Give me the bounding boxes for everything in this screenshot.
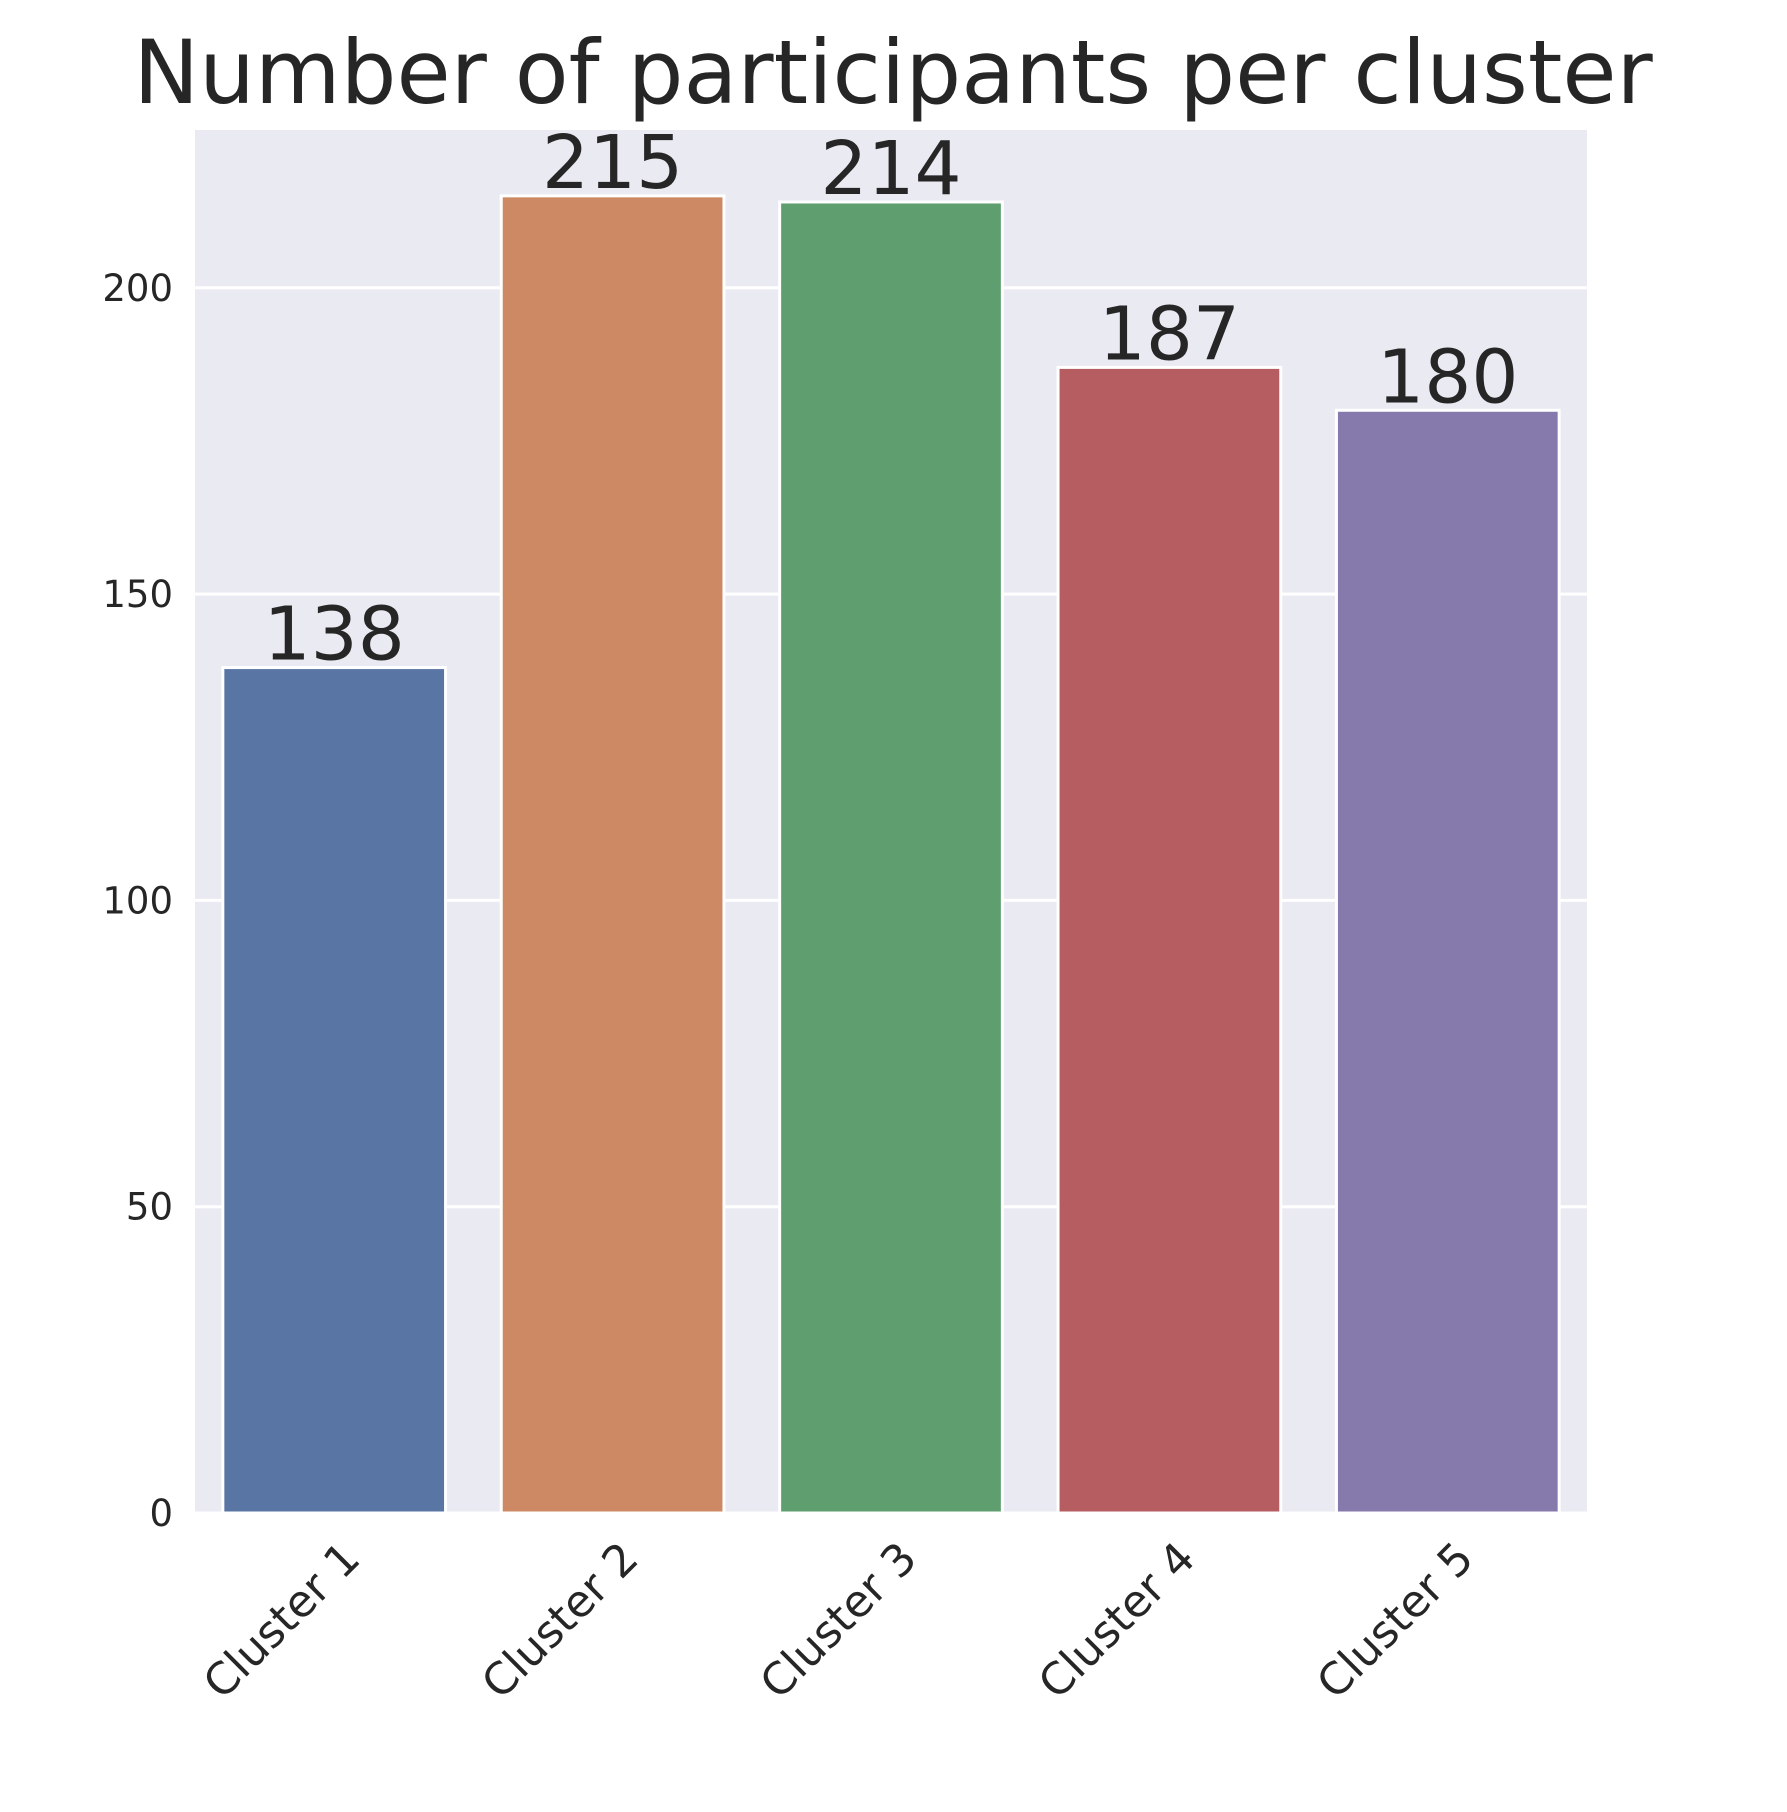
data-labels: 138 215 214 187 180 [264,120,1519,678]
bars [221,194,1561,1515]
x-tick-label-2: Cluster 2 [472,1533,648,1709]
y-tick-label: 0 [149,1492,173,1535]
x-axis-ticks: Cluster 1 Cluster 2 Cluster 3 Cluster 4 Clus… [194,1533,1484,1709]
data-label-5: 180 [1377,334,1518,420]
bar-4 [1056,365,1283,1515]
bar-3 [778,200,1004,1515]
y-tick-label: 100 [102,879,173,922]
y-tick-label: 150 [102,573,173,616]
chart-title: Number of participants per cluster [133,21,1653,124]
data-label-4: 187 [1099,291,1240,377]
x-tick-label-3: Cluster 3 [751,1533,927,1709]
x-tick-label-1: Cluster 1 [194,1533,370,1709]
bar-5 [1334,408,1561,1515]
y-tick-label: 50 [126,1186,173,1229]
bar-1 [221,666,448,1515]
data-label-2: 215 [542,120,683,206]
y-tick-label: 200 [102,267,173,310]
y-axis-ticks: 0 50 100 150 200 [102,267,173,1535]
bar-2 [499,194,726,1515]
data-label-3: 214 [820,126,961,212]
data-label-1: 138 [264,592,405,678]
x-tick-label-5: Cluster 5 [1307,1533,1483,1709]
x-tick-label-4: Cluster 4 [1029,1533,1205,1709]
